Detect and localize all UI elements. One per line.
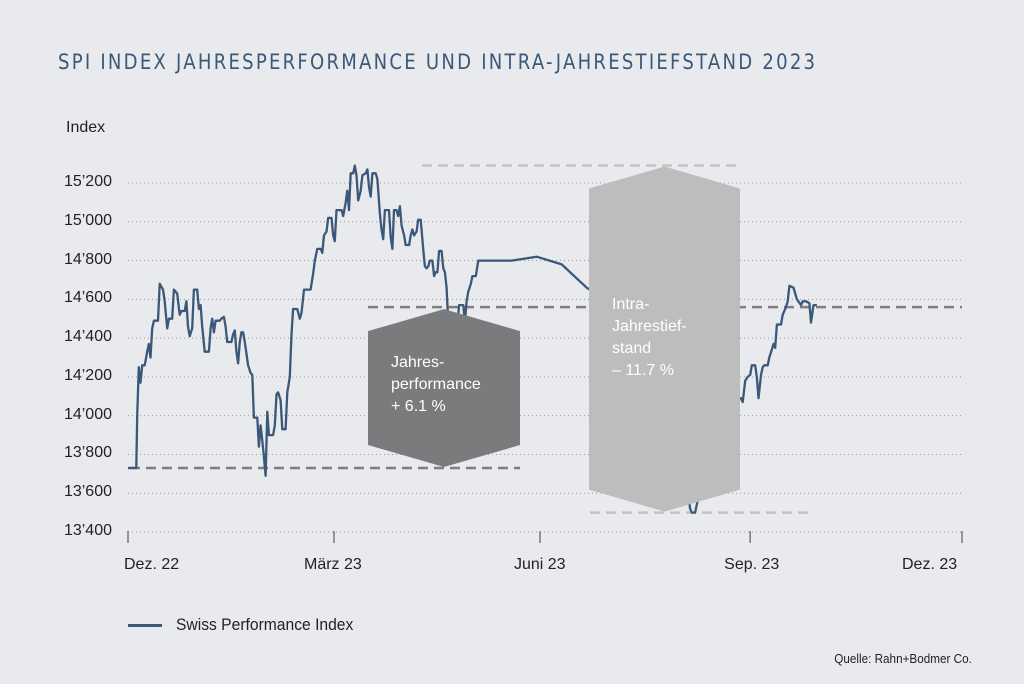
y-tick-label: 15’000	[63, 211, 112, 229]
legend: Swiss Performance Index	[128, 615, 369, 635]
y-tick-label: 13’400	[63, 522, 112, 539]
x-tick-label: Dez. 22	[124, 556, 180, 573]
y-tick-label: 14’600	[63, 289, 112, 307]
drawdown-annotation-label: Intra- Jahrestief-stand – 11.7 %	[612, 296, 687, 379]
y-tick-label: 14’400	[63, 328, 112, 346]
legend-line-swatch	[128, 623, 162, 627]
x-tick-label: März 23	[303, 556, 362, 573]
performance-arrow-box	[368, 309, 520, 468]
y-tick-label: 14’200	[63, 366, 112, 384]
y-tick-label: 13’600	[63, 483, 112, 501]
drawdown-arrow-box	[589, 166, 740, 512]
y-tick-label: 13’800	[63, 444, 112, 462]
y-axis-label: Index	[66, 119, 106, 136]
x-tick-label: Juni 23	[513, 556, 566, 573]
y-tick-label: 15’200	[63, 173, 112, 190]
x-tick-label: Sep. 23	[724, 556, 780, 573]
y-tick-label: 14’800	[63, 250, 112, 268]
legend-entry-spi: Swiss Performance Index	[176, 615, 354, 634]
performance-annotation-label: Jahres-performance + 6.1 %	[391, 354, 481, 415]
y-tick-label: 14’000	[63, 405, 112, 423]
source-note: Quelle: Rahn+Bodmer Co.	[834, 651, 972, 666]
chart-title: SPI INDEX JAHRESPERFORMANCE UND INTRA-JA…	[58, 50, 818, 74]
x-tick-label: Dez. 23	[902, 556, 958, 573]
